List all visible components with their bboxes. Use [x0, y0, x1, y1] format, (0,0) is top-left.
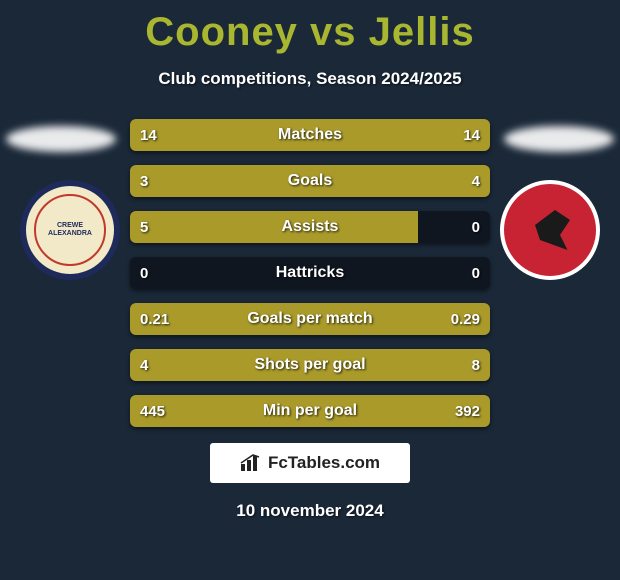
- date-label: 10 november 2024: [0, 501, 620, 521]
- stat-label: Matches: [130, 119, 490, 151]
- stats-bars: 1414Matches 34Goals 50Assists 00Hattricks 0.…: [130, 119, 490, 427]
- subtitle: Club competitions, Season 2024/2025: [0, 69, 620, 89]
- stat-row: 0.210.29Goals per match: [130, 303, 490, 335]
- page-title: Cooney vs Jellis: [0, 0, 620, 55]
- stat-label: Hattricks: [130, 257, 490, 289]
- stat-label: Shots per goal: [130, 349, 490, 381]
- stat-label: Goals per match: [130, 303, 490, 335]
- crest-left: CREWEALEXANDRA: [20, 180, 120, 280]
- stat-row: 50Assists: [130, 211, 490, 243]
- brand-box[interactable]: FcTables.com: [210, 443, 410, 483]
- stat-row: 34Goals: [130, 165, 490, 197]
- brand-label: FcTables.com: [268, 453, 380, 473]
- stat-label: Assists: [130, 211, 490, 243]
- bird-icon: [525, 205, 575, 255]
- stat-row: 00Hattricks: [130, 257, 490, 289]
- stat-row: 48Shots per goal: [130, 349, 490, 381]
- stat-label: Goals: [130, 165, 490, 197]
- spotlight-right: [504, 126, 614, 152]
- chart-icon: [240, 454, 262, 472]
- crest-right: [500, 180, 600, 280]
- spotlight-left: [6, 126, 116, 152]
- stat-row: 1414Matches: [130, 119, 490, 151]
- stat-label: Min per goal: [130, 395, 490, 427]
- crest-left-label: CREWEALEXANDRA: [26, 186, 114, 274]
- stat-row: 445392Min per goal: [130, 395, 490, 427]
